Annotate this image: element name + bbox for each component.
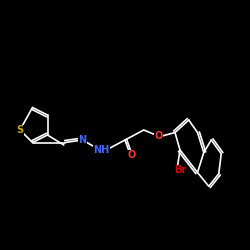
Text: O: O [154,131,163,141]
Text: S: S [16,125,24,135]
Text: O: O [127,150,136,160]
Text: Br: Br [174,165,186,175]
Text: N: N [78,135,86,145]
Text: NH: NH [93,145,110,155]
